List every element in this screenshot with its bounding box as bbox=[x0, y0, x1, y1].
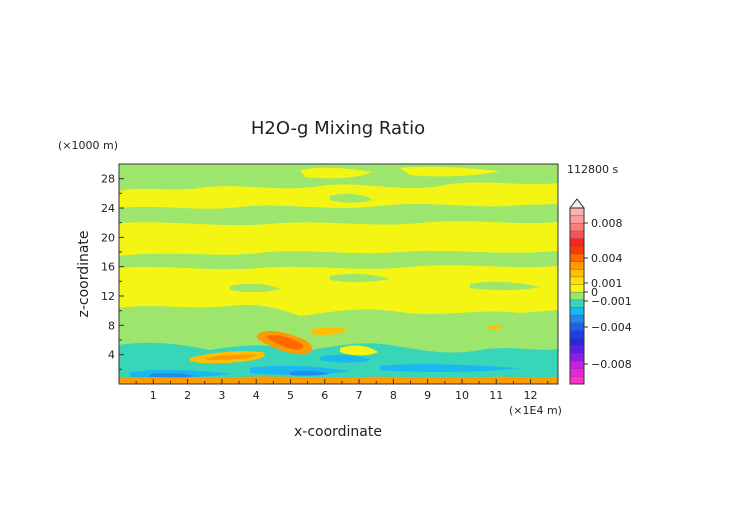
colorbar-swatch bbox=[570, 276, 584, 286]
region-green-band bbox=[119, 250, 558, 270]
colorbar-swatch bbox=[570, 307, 584, 316]
x-tick-label: 2 bbox=[184, 389, 191, 402]
x-tick-label: 9 bbox=[424, 389, 431, 402]
y-tick-label: 16 bbox=[101, 261, 115, 274]
y-tick-label: 24 bbox=[101, 202, 115, 215]
y-tick-label: 12 bbox=[101, 290, 115, 303]
colorbar-swatch bbox=[570, 238, 584, 247]
y-unit-label: (×1000 m) bbox=[58, 139, 118, 152]
region-blue bbox=[320, 354, 372, 363]
region-green-patch bbox=[470, 281, 540, 291]
colorbar-swatch bbox=[570, 230, 584, 240]
region-green-patch bbox=[230, 283, 280, 293]
chart-title: H2O-g Mixing Ratio bbox=[251, 118, 425, 139]
colorbar-label: 0.001 bbox=[591, 277, 623, 290]
colorbar-swatch bbox=[570, 376, 584, 385]
colorbar-swatch bbox=[570, 269, 584, 278]
colorbar-swatch bbox=[570, 261, 584, 270]
colorbar-swatch bbox=[570, 353, 584, 362]
region-yellow-island bbox=[400, 166, 500, 177]
x-tick-label: 12 bbox=[524, 389, 538, 402]
region-yellow-swirl bbox=[340, 345, 378, 356]
x-axis-label: x-coordinate bbox=[294, 424, 382, 440]
region-orange-blob-core bbox=[205, 354, 258, 360]
time-label: 112800 s bbox=[567, 163, 618, 176]
region-orange-red-core bbox=[266, 335, 304, 350]
x-tick-label: 3 bbox=[218, 389, 225, 402]
x-tick-label: 11 bbox=[489, 389, 503, 402]
colorbar-swatch bbox=[570, 284, 584, 293]
colorbar-swatch bbox=[570, 322, 584, 331]
region-blue-dark bbox=[290, 370, 330, 376]
region-yellow-island bbox=[300, 167, 372, 179]
region-green-patch bbox=[330, 193, 372, 203]
y-tick-label: 8 bbox=[108, 319, 115, 332]
colorbar-swatch bbox=[570, 223, 584, 232]
colorbar-arrow bbox=[568, 198, 586, 209]
x-tick-label: 6 bbox=[321, 389, 328, 402]
y-tick-label: 20 bbox=[101, 231, 115, 244]
colorbar bbox=[568, 198, 586, 385]
colorbar-swatch bbox=[570, 299, 584, 308]
colorbar-swatch bbox=[570, 246, 584, 255]
colorbar-swatch bbox=[570, 292, 584, 301]
colorbar-swatch bbox=[570, 338, 584, 347]
x-tick-label: 8 bbox=[390, 389, 397, 402]
y-tick-label: 28 bbox=[101, 173, 115, 186]
region-orange-blob bbox=[310, 327, 348, 335]
plot-frame bbox=[118, 163, 559, 385]
colorbar-swatch bbox=[570, 345, 584, 354]
colorbar-swatch bbox=[570, 253, 584, 263]
region-orange-small bbox=[488, 325, 504, 330]
colorbar-swatch bbox=[570, 330, 584, 339]
colorbar-label: 0.004 bbox=[591, 252, 623, 265]
region-green-patch bbox=[330, 273, 390, 283]
region-green-band bbox=[119, 204, 558, 226]
y-axis-label: z-coordinate bbox=[76, 230, 92, 317]
region-blue bbox=[380, 364, 520, 373]
y-tick-label: 4 bbox=[108, 349, 115, 362]
colorbar-swatch bbox=[570, 315, 584, 324]
y-axis: 4 8 12 16 20 24 28 bbox=[101, 173, 124, 370]
x-tick-label: 5 bbox=[287, 389, 294, 402]
x-tick-label: 7 bbox=[356, 389, 363, 402]
colorbar-swatch bbox=[570, 215, 584, 224]
colorbar-label: 0.008 bbox=[591, 217, 623, 230]
x-tick-label: 4 bbox=[253, 389, 260, 402]
x-tick-label: 1 bbox=[150, 389, 157, 402]
field bbox=[119, 164, 558, 384]
region-blue-dark bbox=[150, 372, 195, 378]
colorbar-label: −0.008 bbox=[591, 358, 632, 371]
colorbar-label: 0 bbox=[591, 286, 598, 299]
colorbar-swatch bbox=[570, 361, 584, 370]
x-axis: 1 2 3 4 5 6 7 8 9 10 11 12 bbox=[135, 379, 549, 402]
x-unit-label: (×1E4 m) bbox=[509, 404, 562, 417]
region-orange-surface bbox=[119, 376, 558, 384]
colorbar-label: −0.004 bbox=[591, 321, 632, 334]
colorbar-label: −0.001 bbox=[591, 295, 632, 308]
colorbar-swatch bbox=[570, 208, 584, 217]
colorbar-swatch bbox=[570, 368, 584, 377]
x-tick-label: 10 bbox=[455, 389, 469, 402]
